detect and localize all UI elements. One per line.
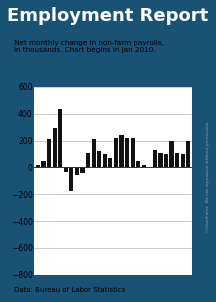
Text: Employment Report: Employment Report bbox=[7, 7, 209, 25]
Text: Data: Bureau of Labor Statistics: Data: Bureau of Labor Statistics bbox=[14, 287, 125, 293]
Bar bbox=[175, 153, 179, 167]
Text: Net monthly change in non-farm payrolls,
in thousands. Chart begins in Jan 2010.: Net monthly change in non-farm payrolls,… bbox=[14, 40, 164, 53]
Bar bbox=[64, 167, 68, 172]
Bar bbox=[103, 154, 107, 167]
Bar bbox=[92, 139, 96, 167]
Bar bbox=[36, 165, 40, 167]
Bar bbox=[170, 140, 174, 167]
Bar bbox=[158, 153, 162, 167]
Bar bbox=[86, 153, 90, 167]
Bar bbox=[53, 128, 57, 167]
Bar bbox=[125, 138, 129, 167]
Bar bbox=[80, 167, 85, 173]
Bar bbox=[58, 109, 62, 167]
Text: ©ChartForce  Do not reproduce without permission.: ©ChartForce Do not reproduce without per… bbox=[206, 120, 210, 233]
Bar bbox=[108, 158, 113, 167]
Bar bbox=[47, 140, 51, 167]
Bar bbox=[41, 161, 46, 167]
Bar bbox=[153, 150, 157, 167]
Bar bbox=[181, 154, 185, 167]
Bar bbox=[69, 167, 73, 191]
Bar bbox=[119, 135, 124, 167]
Bar bbox=[114, 138, 118, 167]
Bar bbox=[75, 167, 79, 175]
Bar bbox=[97, 151, 101, 167]
Bar bbox=[142, 165, 146, 167]
Bar bbox=[164, 154, 168, 167]
Bar bbox=[130, 138, 135, 167]
Bar bbox=[186, 140, 190, 167]
Bar bbox=[136, 161, 140, 167]
